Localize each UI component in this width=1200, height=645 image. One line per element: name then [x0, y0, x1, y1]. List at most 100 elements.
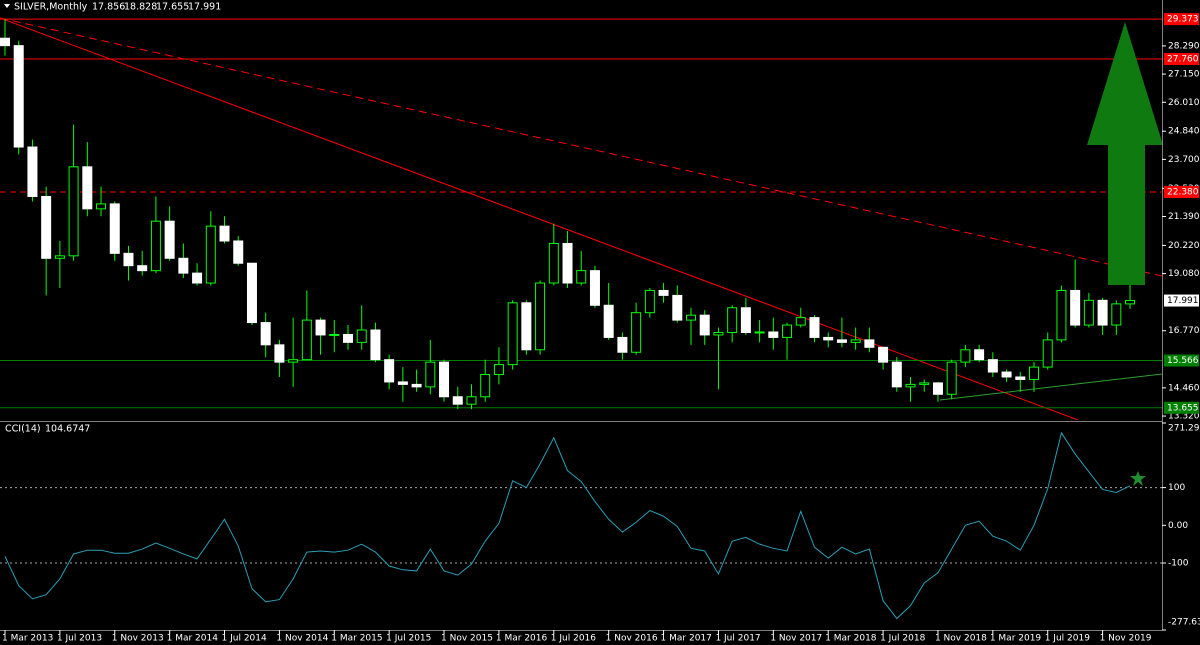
y-tick-label: 20.220 [1168, 241, 1200, 251]
candle-body [987, 359, 998, 373]
candle-body [713, 331, 724, 336]
up-arrow [1087, 22, 1163, 285]
candle-body [301, 319, 312, 361]
trendline [939, 373, 1162, 401]
candle-body [809, 317, 820, 338]
candle-body [672, 294, 683, 321]
candle-body [370, 329, 381, 361]
level-label: 27.760 [1167, 55, 1199, 65]
candle-body [535, 282, 546, 351]
candle-body [109, 203, 120, 254]
candle-body [589, 270, 600, 306]
candle-body [329, 333, 340, 336]
candle-body [1056, 289, 1067, 341]
x-tick-label: 1 Nov 2015 [441, 634, 493, 644]
x-tick-label: 1 Nov 2019 [1100, 634, 1152, 644]
candle-body [795, 317, 806, 326]
level-label-box [1164, 13, 1199, 26]
candle-body [974, 349, 985, 361]
candle-body [164, 220, 175, 259]
candle-body [905, 383, 916, 388]
candle-body [878, 346, 889, 363]
menu-triangle[interactable] [4, 4, 10, 8]
y-tick-label: 27.150 [1168, 70, 1200, 80]
candle-body [960, 349, 971, 363]
x-tick-label: 1 Mar 2014 [167, 634, 219, 644]
trendline [0, 17, 1162, 277]
x-tick-label: 1 Jul 2016 [551, 634, 596, 644]
candle-body [315, 319, 326, 336]
candle-body [68, 166, 79, 257]
x-tick-label: 1 Jul 2013 [57, 634, 102, 644]
candle-body [123, 252, 134, 267]
candle-body [1015, 376, 1026, 380]
candle-body [343, 333, 353, 343]
y-tick-label: -277.632 [1168, 618, 1200, 628]
candle-body [246, 262, 257, 324]
x-tick-label: 1 Jul 2018 [880, 634, 925, 644]
y-tick-label: 21.390 [1168, 212, 1200, 222]
candle-body [946, 361, 957, 395]
level-label-box [1164, 401, 1199, 414]
candle-body [233, 240, 244, 264]
candle-body [617, 336, 628, 353]
candle-body [288, 359, 299, 363]
cci-pane [0, 431, 1162, 620]
x-tick-label: 1 Jul 2019 [1045, 634, 1090, 644]
y-tick-label: 100 [1168, 483, 1185, 493]
candle-body [576, 270, 587, 284]
candle-body [0, 37, 10, 47]
candle-body [727, 307, 738, 333]
y-tick-label: 271.293 [1168, 424, 1200, 434]
level-label: 13.655 [1167, 403, 1199, 413]
level-label-box [1164, 186, 1199, 199]
candle-body [631, 312, 642, 353]
level-label: 29.373 [1167, 15, 1199, 25]
candle-body [603, 304, 614, 338]
candle-body [82, 166, 93, 210]
y-tick-label: 0.00 [1168, 521, 1188, 531]
candle-body [41, 195, 52, 259]
candle-body [137, 265, 148, 272]
y-tick-label: -100 [1168, 559, 1189, 569]
y-tick-label: 26.010 [1168, 98, 1200, 108]
cci-last-value: 104.6747 [45, 424, 90, 435]
level-label: 22.380 [1167, 188, 1199, 198]
y-tick-label: 16.770 [1168, 326, 1200, 336]
candle-body [178, 257, 189, 274]
candle-body [823, 336, 834, 341]
level-label-box [1164, 53, 1199, 66]
candle-body [891, 361, 902, 388]
candle-body [384, 359, 395, 383]
candle-body [1070, 289, 1081, 326]
trendline [0, 17, 1079, 420]
candle-body [836, 339, 847, 343]
candle-body [754, 331, 765, 334]
candle-body [480, 374, 491, 398]
y-tick-label: 13.320 [1168, 412, 1200, 422]
star-marker [1130, 471, 1146, 486]
header-close: 17.991 [188, 2, 221, 13]
y-tick-label: 28.290 [1168, 41, 1200, 51]
cci-title: CCI(14) [5, 424, 41, 435]
candle-body [1001, 371, 1012, 378]
candle-body [493, 364, 504, 376]
candle-body [205, 225, 216, 284]
candle-body [932, 382, 943, 395]
level-label: 15.566 [1167, 356, 1199, 366]
candle-body [260, 322, 271, 346]
y-tick-label: 23.700 [1168, 155, 1200, 165]
candle-body [1097, 299, 1108, 326]
chart-title: SILVER,Monthly [14, 2, 88, 13]
x-tick-label: 1 Mar 2017 [661, 634, 712, 644]
candle-body [96, 203, 107, 210]
candle-body [507, 302, 518, 366]
candle-body [54, 255, 65, 259]
price-label-box [1164, 294, 1199, 307]
candle-body [397, 381, 408, 385]
x-tick-label: 1 Jul 2017 [715, 634, 760, 644]
candle-body [1029, 366, 1039, 380]
x-tick-label: 1 Nov 2014 [276, 634, 328, 644]
x-tick-label: 1 Jul 2014 [222, 634, 267, 644]
